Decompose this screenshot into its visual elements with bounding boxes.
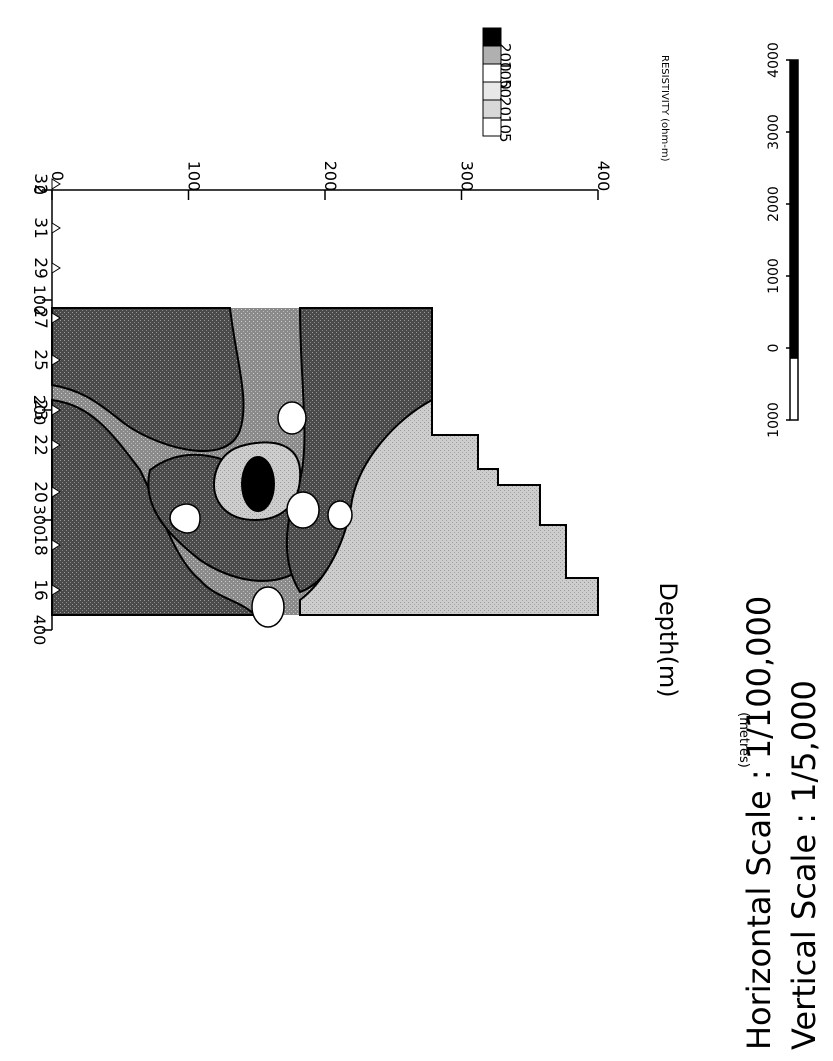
station-markers: 16 18 20 22 23 25 27 29 31 32	[30, 173, 61, 601]
zone-low-1	[299, 398, 599, 616]
station-label-27: 27	[30, 307, 50, 329]
right-depth-tick-label-2: 200	[321, 161, 340, 192]
scale-bar-label-5: 4000	[766, 42, 782, 78]
horizontal-scale-note: Horizontal Scale : 1/100,000	[740, 596, 778, 1050]
vertical-scale-note: Vertical Scale : 1/5,000	[785, 680, 823, 1050]
contour-small-2	[286, 491, 320, 529]
depth-tick-label-1: 100	[30, 285, 49, 316]
station-marker-31	[51, 222, 61, 234]
right-depth-tick-label-4: 400	[594, 161, 613, 192]
station-marker-23	[51, 404, 61, 416]
depth-tick-label-3: 300	[30, 505, 49, 536]
scale-bar-label-2: 1000	[766, 258, 782, 294]
depth-axis-label: Depth(m)	[654, 582, 682, 697]
depth-axis-left: 0 100 200 300 400	[48, 161, 613, 200]
station-label-29: 29	[30, 257, 50, 279]
station-marker-32	[51, 178, 61, 190]
contour-small-3	[277, 401, 307, 435]
right-depth-tick-label-1: 100	[185, 161, 204, 192]
zone-high-1	[51, 307, 245, 453]
station-label-18: 18	[30, 534, 50, 556]
scale-bar-label-3: 2000	[766, 186, 782, 222]
station-marker-16	[51, 584, 61, 596]
legend-title: RESISTIVITY (ohm-m)	[659, 55, 670, 162]
legend-swatch-5	[482, 117, 502, 137]
scale-bar-unit: (metres)	[736, 712, 751, 768]
right-depth-tick-label-0: 0	[48, 171, 67, 181]
depth-tick-label-0: 0	[30, 185, 49, 195]
station-label-20: 20	[30, 481, 50, 503]
right-depth-tick-label-3: 300	[458, 161, 477, 192]
depth-tick-label-2: 200	[30, 395, 49, 426]
scale-bar-label-0: 1000	[766, 402, 782, 438]
station-label-16: 16	[30, 579, 50, 601]
station-marker-22	[51, 439, 61, 451]
station-marker-29	[51, 262, 61, 274]
station-label-23: 23	[30, 399, 50, 421]
station-label-25: 25	[30, 349, 50, 371]
station-label-22: 22	[30, 434, 50, 456]
station-label-32: 32	[30, 173, 50, 195]
station-marker-25	[51, 354, 61, 366]
resistivity-section	[51, 307, 599, 628]
depth-tick-label-4: 400	[30, 615, 49, 646]
horizontal-scale-bar: 1000 0 1000 2000 3000 4000	[766, 42, 799, 438]
station-label-31: 31	[30, 217, 50, 239]
zone-low-3	[169, 503, 201, 534]
scale-bar-label-4: 3000	[766, 114, 782, 150]
station-marker-18	[51, 539, 61, 551]
contour-small-1	[251, 586, 285, 628]
legend-label-5: 5	[496, 133, 514, 143]
scale-bar-fill	[790, 60, 798, 359]
scale-bar-label-1: 0	[766, 344, 782, 353]
contour-small-4	[327, 500, 353, 530]
station-marker-27	[51, 312, 61, 324]
station-marker-20	[51, 486, 61, 498]
zone-very-high	[241, 456, 275, 512]
